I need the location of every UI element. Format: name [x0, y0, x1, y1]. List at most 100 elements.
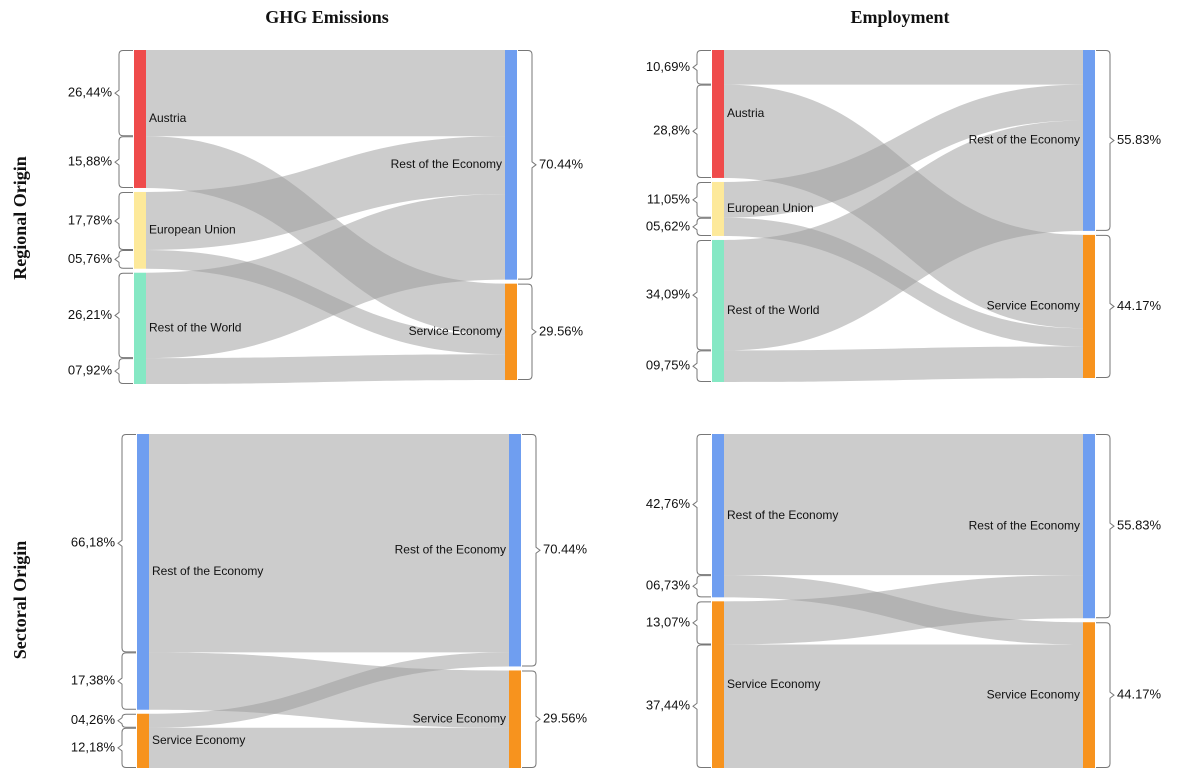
flow-label: 05,76%: [68, 251, 113, 266]
bracket: [117, 434, 136, 653]
left-node: [137, 713, 149, 768]
column-title: GHG Emissions: [265, 7, 389, 27]
bracket: [114, 272, 133, 359]
flow-label: 17,38%: [71, 673, 116, 688]
right-value-label: 44.17%: [1117, 298, 1162, 313]
bracket: [692, 575, 711, 598]
flow: [724, 346, 1083, 382]
flow-label: 15,88%: [68, 154, 113, 169]
column-title: Employment: [851, 7, 950, 27]
flow: [724, 50, 1083, 85]
bracket: [1096, 50, 1115, 231]
row-title: Regional Origin: [10, 156, 30, 280]
flows: [146, 50, 505, 384]
flow-label: 07,92%: [68, 363, 113, 378]
flow: [149, 434, 509, 653]
bracket: [692, 217, 711, 236]
left-node-label: Austria: [149, 111, 187, 125]
right-node: [1083, 50, 1095, 231]
bracket: [1096, 622, 1115, 768]
bracket: [522, 670, 541, 768]
bracket: [114, 249, 133, 269]
left-node-label: Service Economy: [727, 677, 820, 691]
right-node-label: Rest of the Economy: [391, 157, 502, 171]
flow-label: 12,18%: [71, 739, 116, 754]
flow: [724, 575, 1083, 645]
flows: [149, 434, 509, 768]
bracket: [1096, 234, 1115, 378]
bracket: [518, 283, 537, 381]
bracket: [692, 434, 711, 576]
flow-label: 17,78%: [68, 212, 113, 227]
left-node: [712, 239, 724, 382]
right-value-label: 44.17%: [1117, 687, 1162, 702]
flow-label: 11,05%: [647, 191, 691, 206]
flow: [149, 727, 509, 768]
left-node-label: European Union: [727, 201, 814, 215]
flow-label: 34,09%: [646, 287, 691, 302]
flow-label: 05,62%: [646, 218, 691, 233]
flow-label: 28,8%: [653, 123, 690, 138]
flow-label: 66,18%: [71, 535, 116, 550]
left-node-label: European Union: [149, 223, 236, 237]
flow: [146, 136, 505, 250]
flow-label: 26,21%: [68, 307, 113, 322]
flow: [146, 50, 505, 137]
bracket: [692, 644, 711, 768]
left-node: [712, 181, 724, 236]
bracket: [692, 601, 711, 645]
bracket: [692, 181, 711, 218]
bracket: [692, 84, 711, 178]
right-node-label: Service Economy: [409, 324, 502, 338]
flows: [724, 50, 1083, 382]
bracket: [1096, 434, 1115, 619]
right-node-label: Service Economy: [413, 711, 506, 725]
right-node: [509, 670, 521, 768]
flow-label: 09,75%: [646, 358, 691, 373]
flow-label: 10,69%: [646, 59, 691, 74]
left-node: [134, 272, 146, 384]
flow: [724, 434, 1083, 576]
left-node: [134, 50, 146, 188]
bracket: [522, 434, 541, 667]
right-node: [505, 50, 517, 280]
bracket: [114, 191, 133, 250]
right-node: [505, 283, 517, 381]
bracket: [692, 239, 711, 351]
right-node: [1083, 234, 1095, 378]
right-node-label: Rest of the Economy: [969, 133, 1080, 147]
right-node-label: Service Economy: [987, 687, 1080, 701]
flow: [724, 644, 1083, 768]
left-node-label: Rest of the World: [149, 321, 241, 335]
flow: [724, 84, 1083, 218]
right-node: [1083, 434, 1095, 619]
bracket: [117, 727, 136, 768]
bracket: [117, 713, 136, 728]
right-value-label: 29.56%: [543, 711, 588, 726]
bracket: [692, 350, 711, 382]
row-title: Sectoral Origin: [10, 541, 30, 659]
bracket: [117, 652, 136, 710]
right-node-label: Rest of the Economy: [395, 542, 506, 556]
flow-label: 37,44%: [646, 698, 691, 713]
right-value-label: 70.44%: [539, 156, 584, 171]
left-node-label: Service Economy: [152, 733, 245, 747]
flow: [146, 194, 505, 359]
bracket: [114, 136, 133, 188]
right-node-label: Rest of the Economy: [969, 518, 1080, 532]
flow-label: 26,44%: [68, 85, 113, 100]
flow: [149, 652, 509, 728]
left-node: [137, 434, 149, 710]
left-node: [712, 601, 724, 768]
right-value-label: 29.56%: [539, 323, 584, 338]
flows: [724, 434, 1083, 768]
flow: [146, 354, 505, 384]
left-node: [712, 434, 724, 598]
bracket: [518, 50, 537, 280]
flow-label: 06,73%: [646, 578, 691, 593]
left-node: [134, 191, 146, 269]
flow: [724, 120, 1083, 351]
flow-label: 42,76%: [646, 496, 691, 511]
right-node-label: Service Economy: [987, 299, 1080, 313]
